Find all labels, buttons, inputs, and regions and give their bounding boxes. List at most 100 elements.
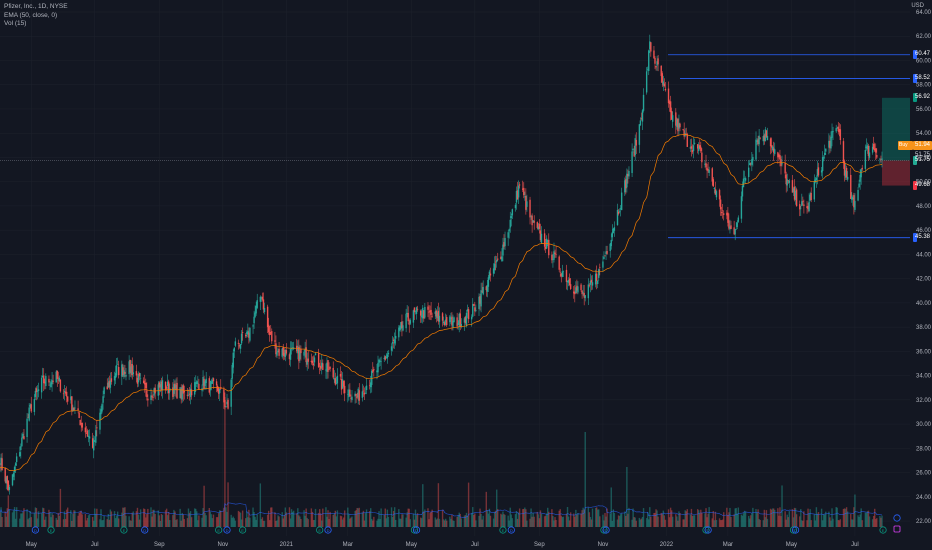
symbol-title[interactable]: Pfizer, Inc., 1D, NYSE [4,3,68,10]
dividend-badge[interactable] [223,526,231,534]
loss-zone[interactable] [882,160,910,186]
candle-body [567,279,570,283]
price-tick-label: 38.00 [916,325,932,331]
volume-bar [876,518,878,527]
candle-body [116,363,119,365]
earnings-badge[interactable] [316,526,324,534]
volume-bar [663,515,666,527]
volume-bar [181,512,183,527]
earnings-badge[interactable] [499,526,507,534]
volume-bar [742,513,745,527]
volume-bar [675,514,677,527]
volume-bar [80,510,82,527]
candle-body [881,158,883,160]
horizontal-lines[interactable] [0,54,910,239]
volume-bar [408,508,410,527]
earnings-badge[interactable] [600,526,608,534]
candle-body [635,139,637,146]
volume-bar [679,513,681,527]
candle-body [181,387,183,400]
candle-body [102,396,104,403]
earnings-badge[interactable] [879,526,887,534]
candle-body [609,243,611,252]
dividend-badge[interactable] [602,526,610,534]
volume-bar [788,511,791,527]
volume-bar [87,515,90,527]
dividend-badge[interactable] [324,526,332,534]
long-position-tool[interactable] [882,97,910,186]
volume-bar [125,515,127,527]
volume-bar [259,483,262,527]
price-axis[interactable]: 64.00 62.00 60.00 58.00 56.00 54.00 52.00 50.00… [916,10,932,525]
candle-body [194,382,196,395]
volume-bar [128,516,130,527]
candle-body [135,371,138,376]
earnings-badge[interactable] [120,526,128,534]
volume-bar [492,518,495,527]
volume-bar [508,520,510,527]
candle-body [94,441,96,442]
volume-bar [667,509,670,527]
volume-bar [370,508,372,527]
dividend-badge[interactable] [141,526,149,534]
earnings-badge[interactable] [789,526,798,534]
candle-body [466,309,469,312]
candle-body [401,321,403,329]
earnings-badge[interactable] [215,526,223,534]
volume-bar [836,507,838,527]
time-axis[interactable]: May Jul Sep Nov 2021 Mar May Jul Sep Nov 2022 Mar Ma… [26,542,859,548]
volume-bar [766,518,769,527]
dividend-badge[interactable] [704,526,712,534]
position-entry-box[interactable]: Buy [898,141,913,150]
candle-body [523,187,525,196]
upcoming-earnings-badge[interactable] [893,525,901,533]
volume-bar [217,513,220,527]
volume-bar [769,508,772,527]
volume-bar [714,511,717,527]
volume-bar [533,516,535,527]
candle-body [832,131,834,133]
volume-bar [20,513,22,527]
candle-body [587,284,590,299]
upcoming-dividend-badge[interactable] [893,514,901,522]
candle-body [81,423,83,428]
dividend-badge[interactable] [791,526,800,534]
volume-bar [584,432,586,527]
profit-zone[interactable] [882,97,910,161]
candle-body [663,83,666,87]
candle-body [737,217,739,222]
volume-bar [503,514,505,527]
dividend-badge[interactable] [507,526,515,534]
candle-body [125,374,127,377]
volume-bar [413,519,416,527]
volume-bar [150,507,152,527]
price-tick-label: 24.00 [916,495,932,501]
volume-bar [558,510,560,527]
volume-bar [102,520,104,527]
earnings-badge[interactable] [239,526,247,534]
volume-bar [147,508,149,527]
candle-body [427,306,429,310]
earnings-badge[interactable] [410,526,419,534]
candle-body [460,323,463,327]
volume-bar [249,517,251,527]
earnings-badge[interactable] [702,526,710,534]
volume-bar [378,511,380,527]
candle-body [310,360,313,362]
candle-body [566,280,569,283]
volume-bar [791,509,794,527]
earnings-badge[interactable] [47,526,55,534]
candle-body [536,222,539,228]
dividend-badge[interactable] [31,526,40,534]
vol-legend[interactable]: Vol (15) [4,20,27,27]
volume-bar [109,509,112,527]
dividend-badge[interactable] [412,526,421,534]
volume-bar [424,509,426,527]
candle-body [157,384,159,396]
ema-legend[interactable]: EMA (50, close, 0) [4,11,58,19]
price-tick-label: 26.00 [916,471,932,477]
candle-body [719,199,722,210]
volume-bar [645,518,648,527]
